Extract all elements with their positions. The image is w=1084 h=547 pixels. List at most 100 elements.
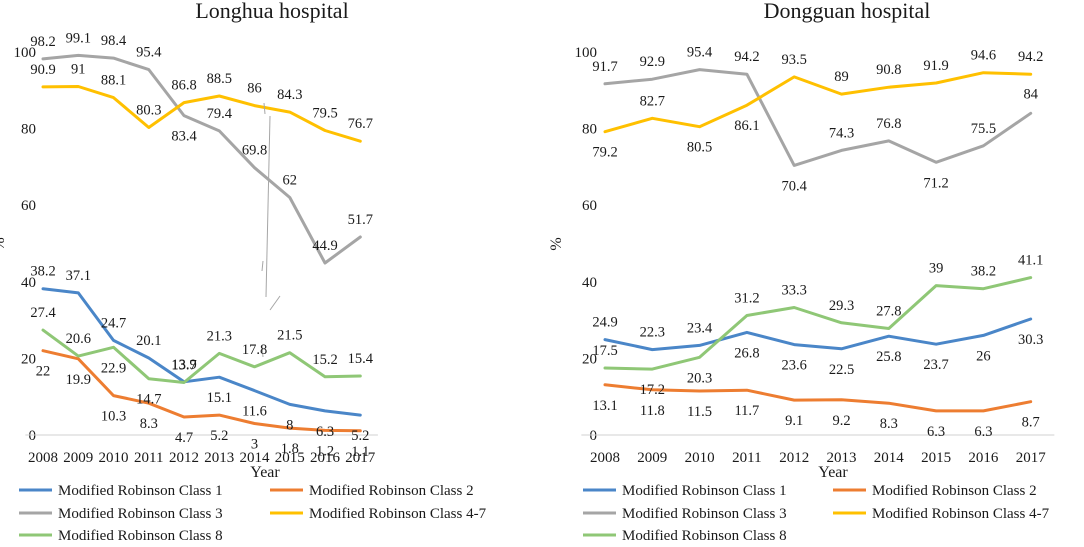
data-label: 94.6 xyxy=(971,48,996,64)
x-tick-label: 2011 xyxy=(134,450,163,466)
data-label: 22 xyxy=(36,364,51,380)
data-label: 13.9 xyxy=(171,357,196,373)
data-label: 89 xyxy=(834,69,849,85)
x-tick-label: 2017 xyxy=(345,450,376,466)
x-tick-label: 2012 xyxy=(779,450,809,466)
data-label: 17.5 xyxy=(592,343,617,359)
x-tick-label: 2011 xyxy=(732,450,761,466)
legend-label: Modified Robinson Class 1 xyxy=(622,483,787,499)
series-line-2 xyxy=(41,349,362,433)
series-line-3 xyxy=(41,53,362,265)
legend-label: Modified Robinson Class 4-7 xyxy=(872,506,1050,522)
series-line-1 xyxy=(41,287,362,417)
x-tick-label: 2014 xyxy=(240,450,271,466)
series-line-4 xyxy=(603,71,1033,134)
y-tick-label: 80 xyxy=(582,122,597,138)
series-line-5 xyxy=(41,328,362,384)
data-label: 86.8 xyxy=(171,78,196,94)
data-label: 84 xyxy=(1023,86,1038,102)
data-label: 38.2 xyxy=(30,264,55,280)
data-label: 51.7 xyxy=(348,212,373,228)
data-label: 90.8 xyxy=(876,62,901,78)
data-label: 20.6 xyxy=(66,331,91,347)
data-label: 8.7 xyxy=(1022,415,1040,431)
y-tick-label: 40 xyxy=(21,275,36,291)
data-label: 29.3 xyxy=(829,298,854,314)
legend-label: Modified Robinson Class 2 xyxy=(872,483,1037,499)
data-label: 9.1 xyxy=(785,413,803,429)
x-tick-label: 2009 xyxy=(63,450,93,466)
data-label: 86.1 xyxy=(734,118,759,134)
data-label: 27.4 xyxy=(30,305,56,321)
data-label: 11.7 xyxy=(734,403,759,419)
data-label: 44.9 xyxy=(312,238,337,254)
y-tick-label: 80 xyxy=(21,122,36,138)
data-label: 27.8 xyxy=(876,304,901,320)
data-label: 13.7 xyxy=(171,358,196,374)
data-label: 69.8 xyxy=(242,143,267,159)
data-label: 22.3 xyxy=(640,325,665,341)
data-label: 15.1 xyxy=(207,390,232,406)
legend-label: Modified Robinson Class 3 xyxy=(58,506,223,522)
label-leader-line xyxy=(263,102,266,115)
legend-label: Modified Robinson Class 4-7 xyxy=(309,506,487,522)
chart-title: Longhua hospital xyxy=(195,0,348,23)
x-tick-label: 2012 xyxy=(169,450,199,466)
data-label: 88.5 xyxy=(207,71,232,87)
x-axis-label: Year xyxy=(818,464,848,481)
data-label: 30.3 xyxy=(1018,332,1043,348)
series-line-2 xyxy=(603,383,1033,413)
data-label: 98.4 xyxy=(101,33,127,49)
data-label: 22.9 xyxy=(101,360,126,376)
data-label: 80.3 xyxy=(136,102,161,118)
data-label: 84.3 xyxy=(277,87,302,103)
data-label: 5.2 xyxy=(210,428,228,444)
y-tick-label: 20 xyxy=(21,351,36,367)
data-label: 1.1 xyxy=(351,444,369,460)
data-label: 71.2 xyxy=(923,175,948,191)
data-label: 20.3 xyxy=(687,370,712,386)
data-label: 76.8 xyxy=(876,116,901,132)
data-label: 8.3 xyxy=(880,416,898,432)
data-label: 26.8 xyxy=(734,345,759,361)
data-label: 20.1 xyxy=(136,333,161,349)
data-label: 3 xyxy=(251,437,258,453)
label-leader-line xyxy=(261,345,264,358)
data-label: 6.3 xyxy=(316,424,334,440)
x-axis-label: Year xyxy=(250,464,280,481)
data-label: 79.5 xyxy=(312,106,337,122)
y-tick-label: 60 xyxy=(582,198,597,214)
data-label: 31.2 xyxy=(734,291,759,307)
data-label: 93.5 xyxy=(782,52,807,68)
label-leader-line xyxy=(269,295,281,311)
data-label: 17.8 xyxy=(242,342,267,358)
y-tick-label: 100 xyxy=(14,45,37,61)
data-label: 8.3 xyxy=(140,416,158,432)
data-label: 79.2 xyxy=(592,145,617,161)
data-label: 39 xyxy=(929,261,944,277)
data-label: 22.5 xyxy=(829,362,854,378)
data-label: 92.9 xyxy=(640,54,665,70)
data-label: 94.2 xyxy=(734,49,759,65)
data-label: 21.5 xyxy=(277,328,302,344)
data-label: 38.2 xyxy=(971,264,996,280)
y-axis-label: % xyxy=(548,237,565,250)
data-label: 70.4 xyxy=(782,178,808,194)
data-label: 13.1 xyxy=(592,398,617,414)
x-tick-label: 2013 xyxy=(204,450,234,466)
data-label: 91.7 xyxy=(592,59,617,75)
data-label: 10.3 xyxy=(101,409,126,425)
data-label: 15.2 xyxy=(312,352,337,368)
data-label: 1.2 xyxy=(316,443,334,459)
data-label: 23.6 xyxy=(782,358,807,374)
data-label: 17.2 xyxy=(640,382,665,398)
data-label: 1.8 xyxy=(281,441,299,457)
data-label: 76.7 xyxy=(348,116,373,132)
chart-longhua: Longhua hospital 0 20 40 60 80 100% 2008 2009 201… xyxy=(0,0,487,544)
data-label: 88.1 xyxy=(101,73,126,89)
x-tick-label: 2015 xyxy=(275,450,305,466)
data-label: 11.5 xyxy=(687,404,712,420)
data-label: 4.7 xyxy=(175,430,193,446)
x-tick-label: 2017 xyxy=(1016,450,1047,466)
data-label: 91.9 xyxy=(923,58,948,74)
